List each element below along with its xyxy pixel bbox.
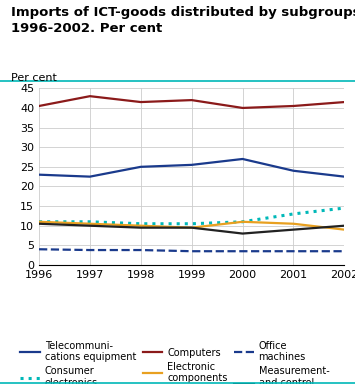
Text: Imports of ICT-goods distributed by subgroups.
1996-2002. Per cent: Imports of ICT-goods distributed by subg… <box>11 6 355 35</box>
Legend: Telecommuni-
cations equipment, Consumer
electronics, Computers, Electronic
comp: Telecommuni- cations equipment, Consumer… <box>16 337 333 384</box>
Text: Per cent: Per cent <box>11 73 56 83</box>
